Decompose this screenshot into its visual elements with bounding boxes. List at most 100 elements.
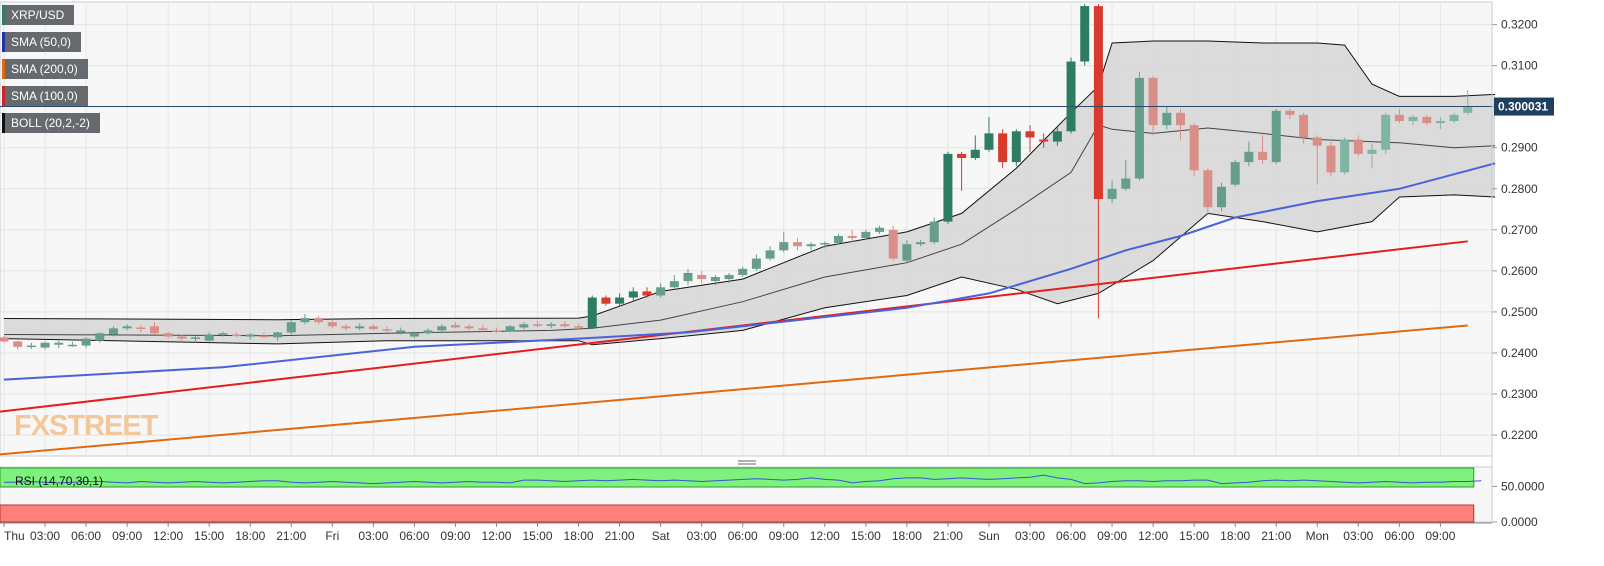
candle: [683, 272, 693, 282]
candle: [0, 337, 9, 342]
candle: [628, 291, 638, 298]
x-tick-label: 09:00: [1097, 529, 1127, 543]
candle: [1025, 131, 1035, 138]
candle: [177, 336, 187, 339]
candle: [957, 153, 967, 158]
x-tick-label: 06:00: [728, 529, 758, 543]
x-tick-label: 06:00: [1384, 529, 1414, 543]
candle: [751, 258, 761, 269]
y-tick-label: 0.2900: [1501, 141, 1538, 155]
x-tick-label: 18:00: [1220, 529, 1250, 543]
candle: [1271, 110, 1281, 163]
bollinger-middle-line: [3, 124, 1496, 337]
candle: [779, 242, 789, 251]
x-tick-label: 03:00: [358, 529, 388, 543]
candle: [1258, 151, 1268, 161]
candle: [1011, 131, 1021, 163]
x-tick-label: 09:00: [440, 529, 470, 543]
candle: [738, 268, 748, 275]
candle: [1203, 170, 1213, 208]
y-tick-label: 0.2500: [1501, 305, 1538, 319]
axes: 0.32000.31000.30000.29000.28000.27000.26…: [0, 2, 1554, 543]
x-tick-label: 15:00: [1179, 529, 1209, 543]
x-tick-label: 21:00: [605, 529, 635, 543]
candle: [792, 242, 802, 247]
candle: [1066, 61, 1076, 132]
x-tick-label: 15:00: [523, 529, 553, 543]
candle: [724, 274, 734, 280]
candle: [1148, 77, 1158, 126]
rsi-tick-label: 0.0000: [1501, 515, 1538, 529]
candle: [1353, 139, 1363, 154]
candle: [1039, 139, 1049, 142]
x-tick-label: 06:00: [71, 529, 101, 543]
x-tick-label: 06:00: [399, 529, 429, 543]
candle: [1093, 6, 1103, 200]
candle: [765, 250, 775, 259]
candle: [273, 332, 283, 338]
candle: [697, 274, 707, 280]
y-tick-label: 0.2300: [1501, 387, 1538, 401]
candle: [95, 333, 105, 341]
y-tick-label: 0.2800: [1501, 182, 1538, 196]
bollinger-band-fill: [4, 41, 1496, 345]
x-tick-label: 18:00: [892, 529, 922, 543]
candle: [81, 338, 91, 346]
candle: [382, 329, 392, 331]
candle: [26, 345, 36, 348]
rsi-tick-label: 50.0000: [1501, 479, 1545, 493]
candle: [929, 221, 939, 243]
x-tick-label: 12:00: [810, 529, 840, 543]
candle: [656, 287, 666, 296]
candle: [1230, 162, 1240, 185]
candle: [984, 133, 994, 150]
rsi-overbought-zone: [0, 467, 1475, 488]
legend-item[interactable]: SMA (100,0): [2, 86, 88, 106]
x-tick-label: 12:00: [481, 529, 511, 543]
candle: [560, 324, 570, 327]
candle: [847, 235, 857, 239]
candle: [970, 149, 980, 158]
candle: [450, 325, 460, 328]
legend-item[interactable]: SMA (50,0): [2, 32, 82, 52]
rsi-panel[interactable]: RSI (14,70,30,1): [0, 466, 1493, 523]
candle: [943, 153, 953, 222]
rsi-line: [4, 474, 1482, 485]
y-tick-label: 0.3100: [1501, 59, 1538, 73]
main-price-panel[interactable]: FXSTREET: [0, 1, 1496, 457]
candle: [1326, 145, 1336, 173]
x-tick-label: 06:00: [1056, 529, 1086, 543]
x-tick-label: 03:00: [1015, 529, 1045, 543]
legend-item[interactable]: XRP/USD: [2, 5, 75, 25]
candle: [478, 328, 488, 330]
candle: [1121, 178, 1131, 189]
candle: [300, 318, 310, 323]
candle: [327, 322, 337, 327]
sma-50-line: [3, 162, 1496, 381]
legend-item[interactable]: BOLL (20,2,-2): [2, 113, 100, 133]
candle: [1408, 116, 1418, 122]
x-tick-label: 03:00: [30, 529, 60, 543]
candle: [491, 330, 501, 332]
candle: [875, 227, 885, 232]
candle: [916, 242, 926, 245]
candle: [998, 133, 1008, 163]
x-tick-label: Sat: [652, 529, 671, 543]
x-tick-label: 09:00: [112, 529, 142, 543]
candle: [1175, 112, 1185, 126]
candle: [615, 297, 625, 304]
legend-item[interactable]: SMA (200,0): [2, 59, 88, 79]
candle: [108, 328, 118, 335]
candle: [505, 326, 515, 332]
candle: [464, 326, 474, 329]
candle: [587, 297, 597, 329]
candle: [833, 235, 843, 243]
candle: [1312, 137, 1322, 146]
x-tick-label: 21:00: [1261, 529, 1291, 543]
candle: [1162, 112, 1172, 126]
candle: [806, 244, 816, 247]
candle: [1367, 149, 1377, 154]
candle: [1422, 116, 1432, 124]
